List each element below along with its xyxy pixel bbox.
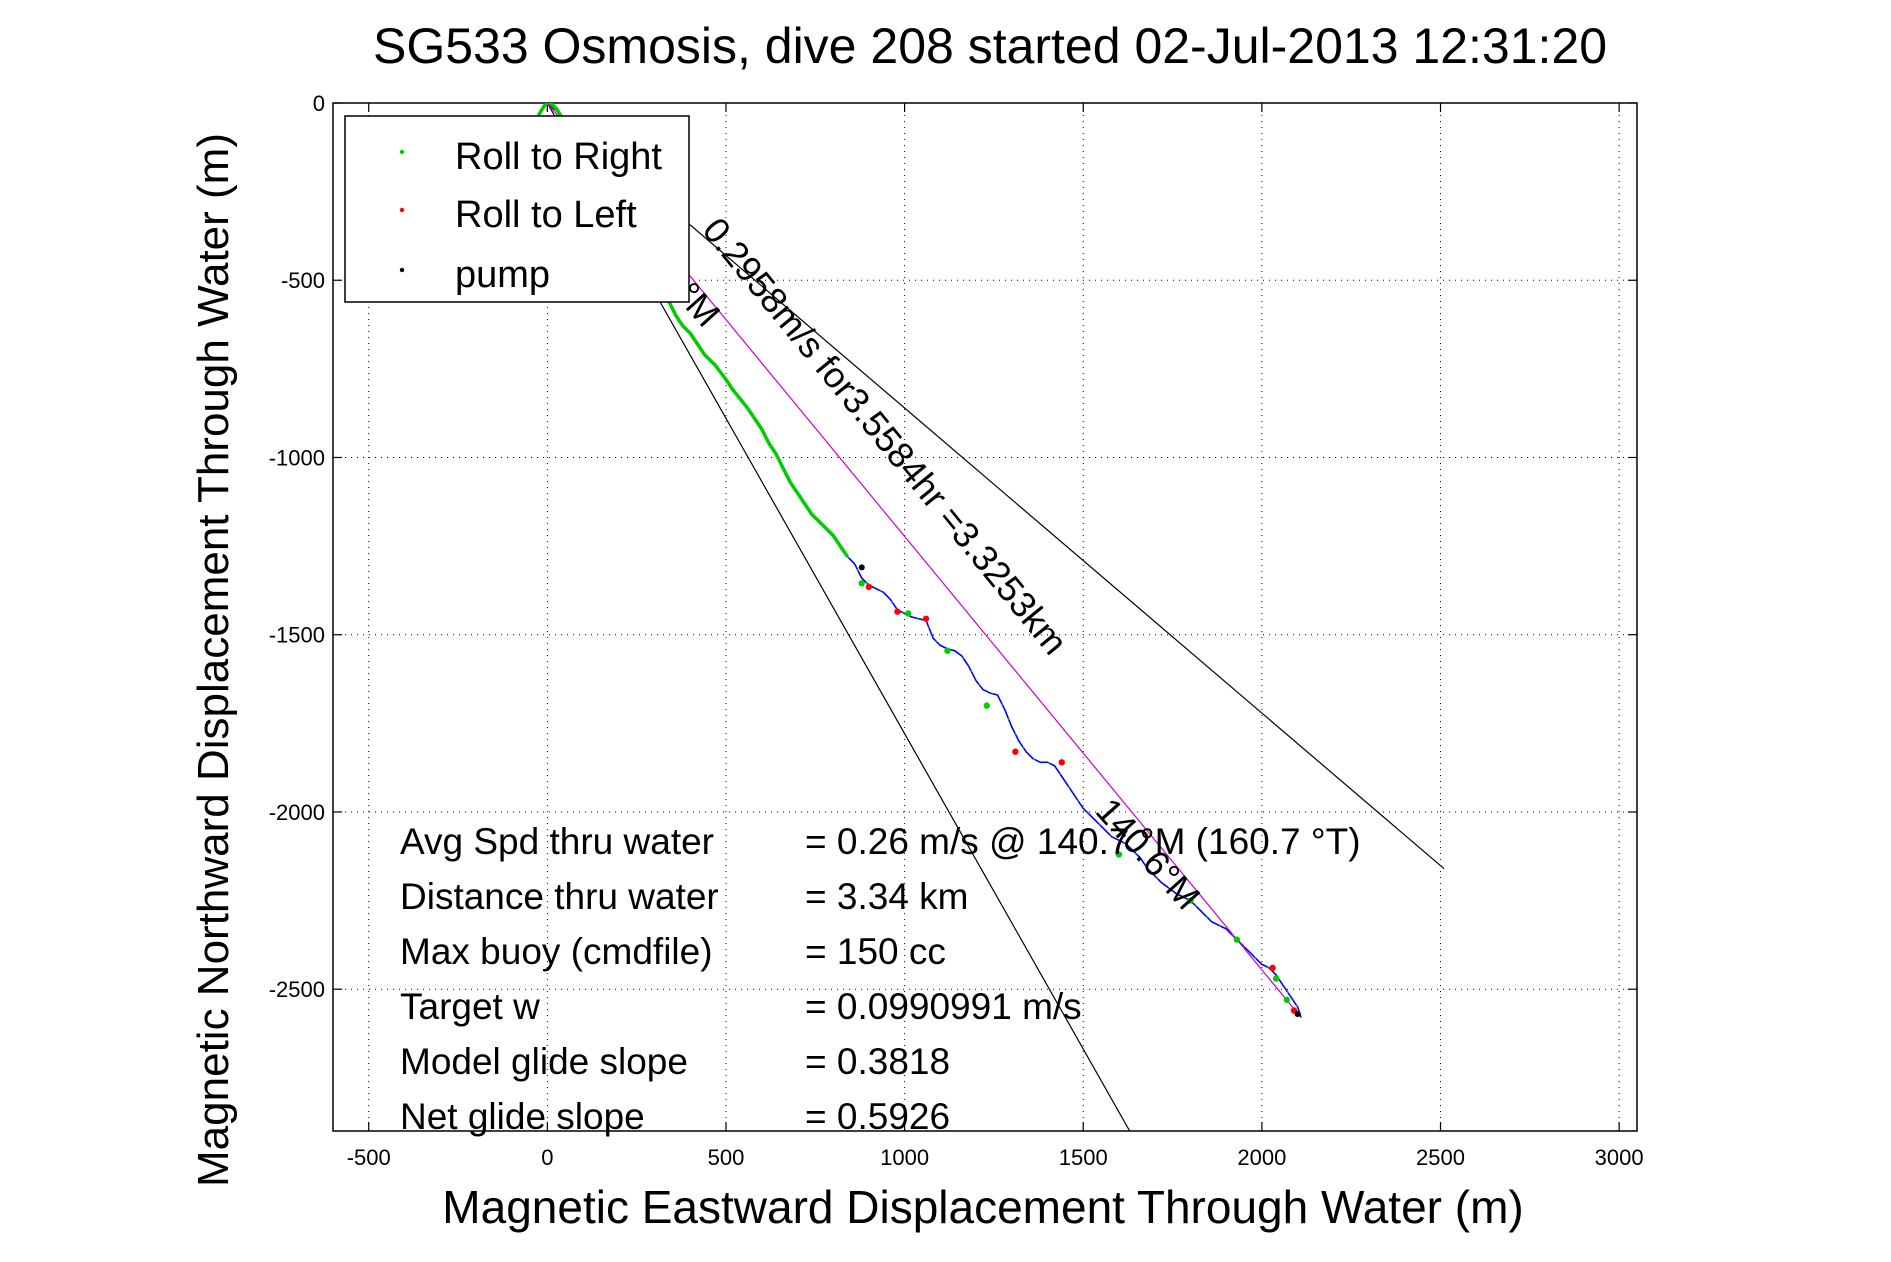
roll-right-marker <box>1283 996 1291 1004</box>
stat-value: = 150 cc <box>805 931 946 972</box>
y-tick-label: -500 <box>281 268 325 293</box>
y-axis-label: Magnetic Northward Displacement Through … <box>189 133 238 1187</box>
stat-label: Distance thru water <box>400 876 719 917</box>
stat-label: Max buoy (cmdfile) <box>400 931 713 972</box>
legend-marker-roll-left <box>399 207 405 213</box>
roll-left-marker <box>922 615 930 622</box>
roll-left-marker <box>1012 748 1019 755</box>
x-tick-label: 3000 <box>1595 1145 1644 1170</box>
x-tick-label: 1500 <box>1059 1145 1108 1170</box>
stat-label: Target w <box>400 986 540 1027</box>
legend-marker-pump <box>399 267 405 273</box>
x-tick-label: 2000 <box>1237 1145 1286 1170</box>
y-tick-label: -2500 <box>269 977 325 1002</box>
stat-value: = 0.26 m/s @ 140.7 °M (160.7 °T) <box>805 821 1361 862</box>
roll-right-marker <box>1187 897 1194 904</box>
stat-value: = 0.0990991 m/s <box>805 986 1082 1027</box>
x-tick-label: 0 <box>541 1145 553 1170</box>
x-tick-label: -500 <box>347 1145 391 1170</box>
roll-right-marker <box>858 580 865 587</box>
y-tick-label: -1000 <box>269 445 325 470</box>
stat-label: Net glide slope <box>400 1096 645 1137</box>
stat-label: Avg Spd thru water <box>400 821 714 862</box>
stat-value: = 0.5926 <box>805 1096 950 1137</box>
roll-right-marker <box>1233 936 1241 943</box>
roll-left-marker <box>1269 964 1276 972</box>
roll-left-marker <box>865 583 873 591</box>
legend-marker-roll-right <box>399 149 405 155</box>
roll-right-marker <box>944 647 951 654</box>
stat-value: = 0.3818 <box>805 1041 950 1082</box>
legend-label-roll-left: Roll to Left <box>455 194 637 236</box>
legend: Roll to Right Roll to Left pump <box>344 115 690 303</box>
chart-title: SG533 Osmosis, dive 208 started 02-Jul-2… <box>373 18 1607 74</box>
legend-label-pump: pump <box>455 254 550 296</box>
roll-right-marker <box>983 702 990 709</box>
pump-marker <box>1294 1011 1301 1018</box>
x-tick-label: 500 <box>708 1145 745 1170</box>
roll-right-marker <box>1115 851 1123 858</box>
pump-marker <box>858 564 865 571</box>
x-tick-label: 2500 <box>1416 1145 1465 1170</box>
roll-right-marker <box>1272 975 1280 982</box>
y-axis-ticks: 0 -500 -1000 -1500 -2000 -2500 <box>269 91 1637 1002</box>
stat-label: Model glide slope <box>400 1041 688 1082</box>
stats-block: Avg Spd thru water = 0.26 m/s @ 140.7 °M … <box>400 821 1361 1137</box>
roll-right-marker <box>904 610 912 617</box>
data-markers <box>858 564 1301 1018</box>
plot-frame <box>332 102 1638 1132</box>
x-axis-label: Magnetic Eastward Displacement Through W… <box>442 1181 1523 1233</box>
y-tick-label: -1500 <box>269 623 325 648</box>
y-tick-label: -2000 <box>269 800 325 825</box>
roll-left-marker <box>894 608 901 615</box>
envelope-line-a <box>546 103 1445 870</box>
y-tick-label: 0 <box>313 91 325 116</box>
roll-left-marker <box>1058 759 1066 766</box>
stat-value: = 3.34 km <box>805 876 969 917</box>
x-tick-label: 1000 <box>880 1145 929 1170</box>
legend-label-roll-right: Roll to Right <box>455 136 662 178</box>
x-axis-ticks: -500 0 500 1000 1500 2000 2500 3000 <box>347 103 1644 1170</box>
